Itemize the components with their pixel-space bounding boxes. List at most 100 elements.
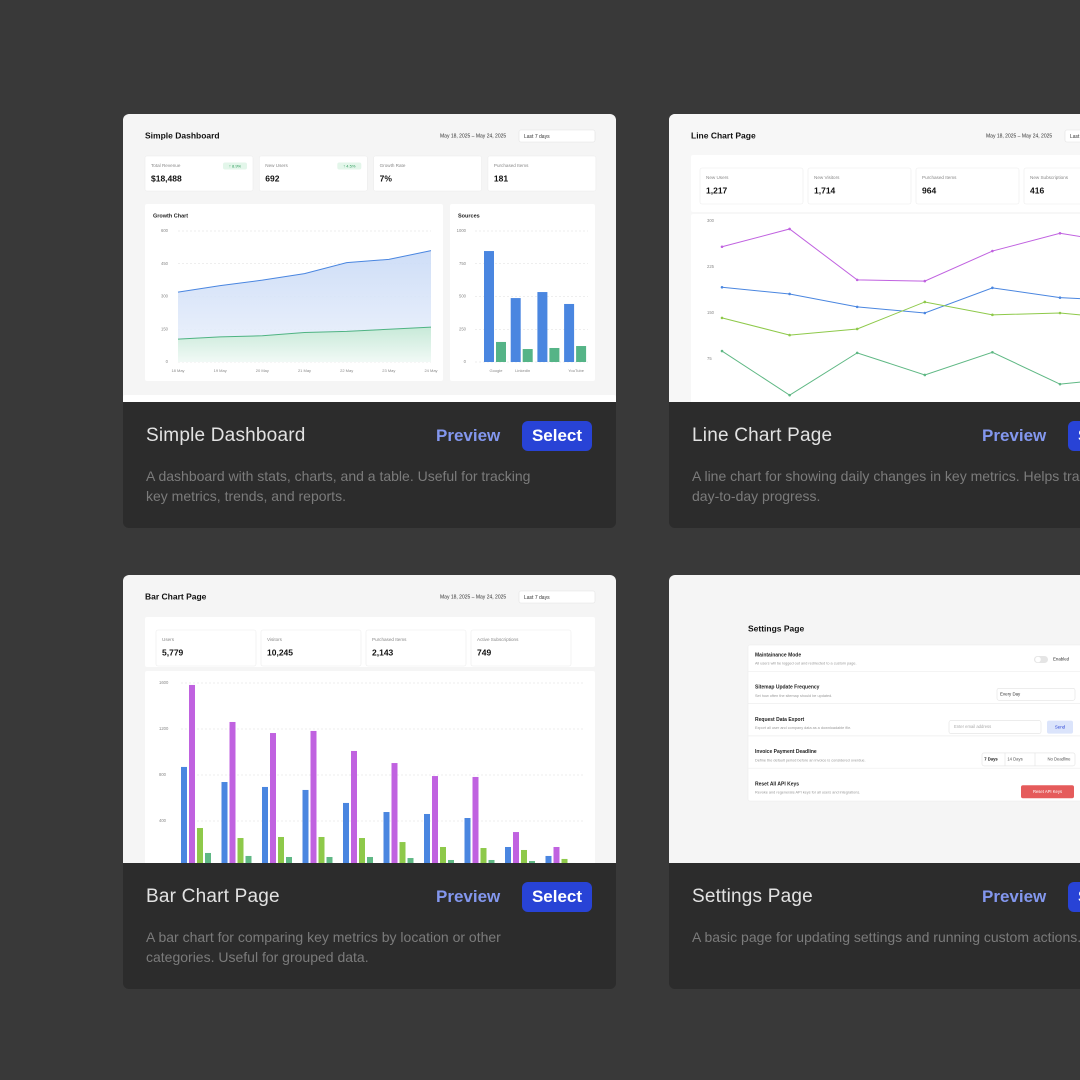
select-button[interactable]: Select [1068,882,1080,912]
bar [205,852,211,863]
stat-card [699,167,804,205]
bar [510,298,521,362]
point [1058,231,1062,235]
date-range: May 18, 2025 – May 24, 2025 [440,594,506,600]
point [1058,382,1062,386]
point [788,292,791,296]
bar [472,776,479,863]
preview-link[interactable]: Preview [982,887,1047,906]
point [923,300,927,304]
x-tick-label: 18 May [171,368,184,373]
bar [549,347,560,362]
stat-value: 10,245 [267,647,293,657]
stat-label: New Users [265,163,288,168]
input [948,720,1042,734]
bar [505,846,511,863]
row-description: All users will be logged out and redirec… [755,662,857,666]
preview-link[interactable]: Preview [436,426,501,445]
bar [537,292,548,362]
point [991,286,994,290]
y-tick-label: 0 [464,359,467,364]
card-description: A bar chart for comparing key metrics by… [146,927,501,967]
stat-card [365,629,467,667]
stat-value: 964 [922,185,936,195]
preview-link[interactable]: Preview [436,887,501,906]
thumbnail: Simple Dashboard May 18, 2025 – May 24, 2… [123,114,616,402]
stat-value: 1,714 [814,185,836,195]
thumbnail-svg: Simple Dashboard May 18, 2025 – May 24, 2… [123,129,616,402]
description-line: A line chart for showing daily changes i… [692,468,1080,484]
select-button[interactable]: Select [522,882,592,912]
x-tick-label: 21 May [298,368,311,373]
y-tick-label: 300 [707,218,715,223]
point [788,333,791,337]
input-placeholder: Enter email address [954,724,991,729]
stat-label: Users [162,637,175,642]
stat-card [470,629,572,667]
row-title: Request Data Export [755,717,805,723]
x-tick-label: 24 May [424,368,437,373]
point [855,305,859,309]
preview-link[interactable]: Preview [982,426,1047,445]
select-value: Every Day [1000,691,1021,696]
select-button[interactable]: Select [1068,421,1080,451]
button-label: Send [1055,724,1066,729]
bar [359,838,365,863]
point [923,279,927,283]
page-title: Settings Page [748,623,804,633]
bar [270,733,276,863]
stat-card [260,629,362,667]
point [855,278,859,282]
panel [123,395,616,402]
point [991,249,994,253]
bar [310,730,317,863]
stat-value: 692 [265,173,279,183]
segment-option: No Deadline [1047,757,1071,762]
bar [561,858,568,863]
thumbnail: Settings Page Maintainance Mode All users … [669,575,1080,863]
send-button [1047,720,1073,734]
bar [302,789,309,863]
y-tick-label: 600 [161,228,169,233]
stat-label: Visitors [267,637,283,642]
thumbnail-svg: Settings Page Maintainance Mode All users … [747,623,1080,802]
template-card: Bar Chart Page May 18, 2025 – May 24, 202… [123,575,616,989]
line [177,326,432,340]
y-tick-label: 150 [161,326,169,331]
thumbnail-svg: Bar Chart Page May 18, 2025 – May 24, 202… [145,590,596,863]
card-title: Simple Dashboard [146,425,306,446]
point [788,393,791,397]
bar [576,346,587,362]
description-line: A bar chart for comparing key metrics by… [146,929,501,945]
card-description: A dashboard with stats, charts, and a ta… [146,466,530,506]
stat-value: 181 [494,173,508,183]
stat-value: 2,143 [372,647,394,657]
panel [691,214,1080,402]
stat-label: Purchased Items [922,175,957,180]
y-tick-label: 450 [161,261,169,266]
toggle-knob [1035,656,1041,663]
period-select [518,590,596,604]
stat-card [155,629,257,667]
x-tick-label: 22 May [340,368,353,373]
stat-card [1023,167,1080,205]
point [1058,311,1062,315]
stat-badge-text: ↑ 8.9% [229,163,242,168]
bar [553,846,560,863]
template-card: Settings Page Maintainance Mode All users … [669,575,1080,989]
x-tick-label: 20 May [256,368,269,373]
row-title: Maintainance Mode [755,652,801,658]
y-tick-label: 300 [161,294,169,299]
bar [432,776,438,863]
select-button[interactable]: Select [522,421,592,451]
thumbnail-svg: Line Chart Page May 18, 2025 – May 24, 20… [669,114,1080,402]
date-range: May 18, 2025 – May 24, 2025 [986,133,1052,139]
page-title: Bar Chart Page [145,591,207,601]
line [177,250,432,293]
stat-value: 7% [380,173,393,183]
chart-title: Growth Chart [153,213,188,219]
area [178,327,431,362]
y-tick-label: 225 [707,264,715,269]
bar [521,849,527,863]
description-line: categories. Useful for grouped data. [146,949,369,965]
